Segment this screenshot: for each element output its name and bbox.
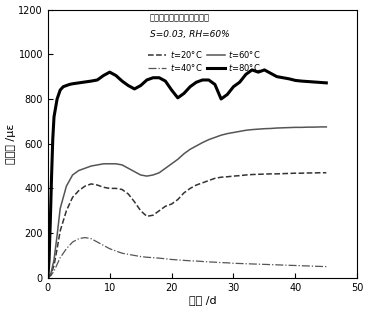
- Text: 温度对蠕变发展规律的影响: 温度对蠕变发展规律的影响: [150, 14, 210, 23]
- Legend: $t$=20°C, $t$=40°C, $t$=60°C, $t$=80°C: $t$=20°C, $t$=40°C, $t$=60°C, $t$=80°C: [145, 46, 264, 77]
- X-axis label: 龄期 /d: 龄期 /d: [189, 295, 216, 305]
- Text: S=0.03, RH=60%: S=0.03, RH=60%: [150, 30, 230, 39]
- Y-axis label: 蠕变度 /με: 蠕变度 /με: [6, 123, 15, 164]
